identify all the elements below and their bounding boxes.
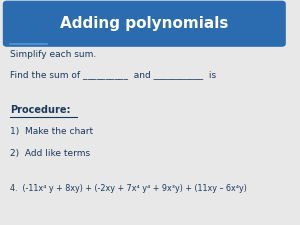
- Text: Procedure:: Procedure:: [10, 105, 70, 115]
- Text: 4.  (-11x⁴ y + 8xy) + (-2xy + 7x⁴ y⁴ + 9x³y) + (11xy – 6x⁴y): 4. (-11x⁴ y + 8xy) + (-2xy + 7x⁴ y⁴ + 9x…: [10, 184, 247, 193]
- Text: Adding polynomials: Adding polynomials: [60, 16, 229, 31]
- Text: Find the sum of __________  and ___________  is: Find the sum of __________ and _________…: [10, 70, 216, 79]
- Text: 1)  Make the chart: 1) Make the chart: [10, 127, 93, 136]
- FancyBboxPatch shape: [3, 1, 286, 47]
- Text: 2)  Add like terms: 2) Add like terms: [10, 149, 90, 158]
- Text: Simplify each sum.: Simplify each sum.: [10, 50, 96, 59]
